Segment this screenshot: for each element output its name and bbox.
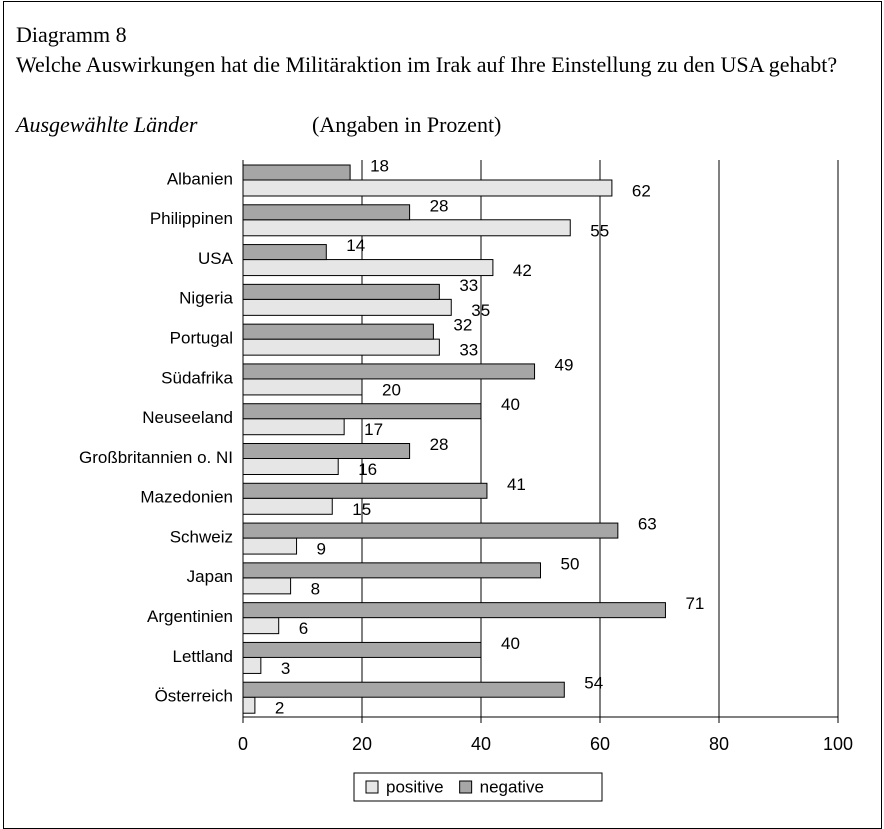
bar [242, 164, 351, 181]
x-tick-label: 20 [352, 734, 372, 754]
bar [242, 562, 541, 579]
data-label: 50 [561, 554, 580, 573]
data-label: 16 [358, 460, 377, 479]
data-label: 14 [346, 236, 365, 255]
data-label: 71 [685, 594, 704, 613]
bar [242, 617, 280, 635]
data-label: 28 [430, 435, 449, 454]
y-tick-label: Philippinen [150, 209, 233, 228]
y-tick-label: Schweiz [170, 527, 233, 546]
data-label: 55 [590, 221, 609, 240]
data-label: 62 [632, 181, 651, 200]
y-tick-label: Japan [187, 567, 233, 586]
bar [242, 656, 262, 674]
data-label: 6 [299, 619, 308, 638]
bar [242, 681, 565, 698]
legend-label: negative [480, 777, 544, 796]
legend-label: positive [386, 777, 444, 796]
data-label: 32 [453, 316, 472, 335]
bar [242, 418, 345, 436]
bar [242, 219, 571, 237]
bar [242, 204, 411, 221]
bar [242, 283, 440, 300]
data-label: 40 [501, 395, 520, 414]
y-tick-label: Mazedonien [140, 488, 233, 507]
y-tick-label: Albanien [167, 169, 233, 188]
y-tick-label: Großbritannien o. NI [79, 448, 233, 467]
data-label: 33 [459, 341, 478, 360]
data-label: 41 [507, 475, 526, 494]
data-label: 18 [370, 156, 389, 175]
y-tick-label: USA [198, 249, 234, 268]
data-label: 63 [638, 515, 657, 534]
bar [242, 443, 411, 459]
bar [242, 497, 333, 515]
data-label: 8 [311, 579, 320, 598]
data-label: 17 [364, 420, 383, 439]
x-tick-label: 40 [471, 734, 491, 754]
bar [242, 259, 494, 277]
bar [242, 537, 298, 555]
bar [242, 522, 619, 539]
y-tick-label: Österreich [155, 687, 233, 706]
data-label: 35 [471, 301, 490, 320]
x-tick-label: 100 [823, 734, 853, 754]
data-label: 33 [459, 276, 478, 295]
x-tick-label: 60 [590, 734, 610, 754]
data-label: 40 [501, 634, 520, 653]
bar [242, 696, 256, 714]
y-tick-label: Portugal [170, 329, 233, 348]
bar [242, 403, 482, 420]
bar [242, 641, 482, 658]
data-label: 49 [555, 355, 574, 374]
unit: (Angaben in Prozent) [312, 112, 502, 137]
legend-swatch [459, 780, 473, 794]
legend-box [353, 772, 603, 802]
data-label: 54 [584, 674, 603, 693]
x-tick-label: 80 [709, 734, 729, 754]
bar [242, 378, 363, 396]
data-label: 28 [430, 196, 449, 215]
y-tick-label: Neuseeland [142, 408, 233, 427]
legend-swatch [365, 780, 379, 794]
bar [242, 179, 613, 197]
y-tick-label: Argentinien [147, 607, 233, 626]
data-label: 42 [513, 261, 532, 280]
data-label: 9 [317, 540, 326, 559]
y-tick-label: Südafrika [161, 368, 233, 387]
bar [242, 602, 666, 619]
bar [242, 363, 536, 380]
data-label: 20 [382, 380, 401, 399]
diagram-label: Diagramm 8 [16, 22, 127, 47]
bar [242, 458, 339, 475]
data-label: 15 [352, 500, 371, 519]
subset: Ausgewählte Länder [16, 112, 198, 137]
question: Welche Auswirkungen hat die Militäraktio… [16, 52, 838, 77]
bar [242, 323, 434, 340]
bar [242, 577, 292, 595]
bar [242, 244, 327, 261]
y-tick-label: Nigeria [179, 289, 233, 308]
data-label: 2 [275, 699, 284, 718]
bar [242, 298, 452, 316]
y-tick-label: Lettland [173, 647, 234, 666]
data-label: 3 [281, 659, 290, 678]
bar [242, 338, 440, 356]
x-tick-label: 0 [238, 734, 248, 754]
bar [242, 482, 488, 499]
